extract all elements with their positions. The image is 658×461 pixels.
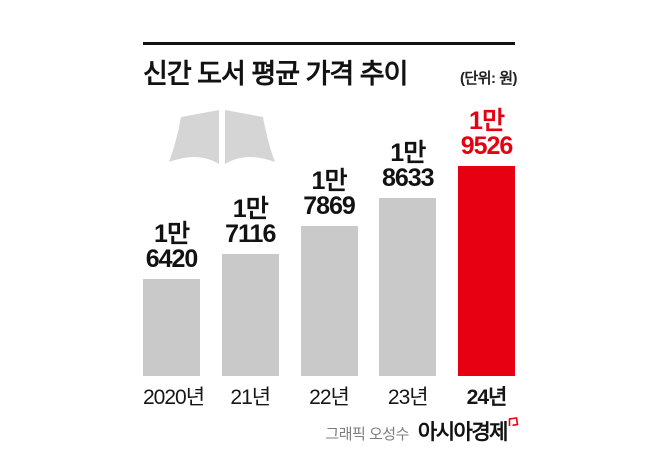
bar-group-2020년: 1만 6420: [143, 222, 200, 376]
x-axis-label-21년: 21년: [230, 386, 271, 409]
bar-22년: [300, 226, 358, 376]
graphic-credit: 그래픽 오성수: [325, 426, 409, 443]
x-axis-label-22년: 22년: [309, 386, 350, 409]
bar-value-label: 1만 7116: [225, 195, 276, 248]
footer: 그래픽 오성수 아시아경제: [325, 416, 519, 446]
bar-group-24년: 1만 9526: [458, 109, 515, 376]
x-axis-label-23년: 23년: [387, 386, 429, 409]
x-axis-label-24년: 24년: [466, 386, 508, 409]
bar-value-label: 1만 8633: [381, 139, 435, 192]
x-axis-labels: 2020년 21년 22년 23년 24년: [143, 381, 515, 411]
bar-23년: [379, 198, 437, 376]
title-rule: [143, 42, 515, 45]
price-trend-bar-chart: 1만 6420 1만 7116 1만 7869 1만 8633 1만 9526: [143, 0, 515, 376]
publisher-logo-text: 아시아경제: [417, 421, 509, 444]
x-axis-label-2020년: 2020년: [143, 386, 205, 409]
publisher-logo: 아시아경제: [417, 416, 519, 446]
unit-label: (단위: 원): [459, 70, 518, 87]
bar-group-22년: 1만 7869: [300, 167, 358, 376]
bar-value-label: 1만 9526: [460, 107, 514, 160]
bar-value-label: 1만 6420: [145, 220, 199, 273]
bar-2020년: [143, 279, 200, 376]
bar-value-label: 1만 7869: [303, 167, 356, 220]
open-book-icon: [166, 108, 278, 173]
bar-group-21년: 1만 7116: [221, 195, 279, 376]
bar-21년: [221, 254, 279, 376]
bar-group-23년: 1만 8633: [379, 139, 437, 376]
page-title: 신간 도서 평균 가격 추이: [143, 59, 408, 89]
chart-header: 신간 도서 평균 가격 추이 (단위: 원): [143, 52, 518, 91]
bar-24년: [458, 166, 515, 376]
red-flag-icon: [508, 410, 519, 434]
